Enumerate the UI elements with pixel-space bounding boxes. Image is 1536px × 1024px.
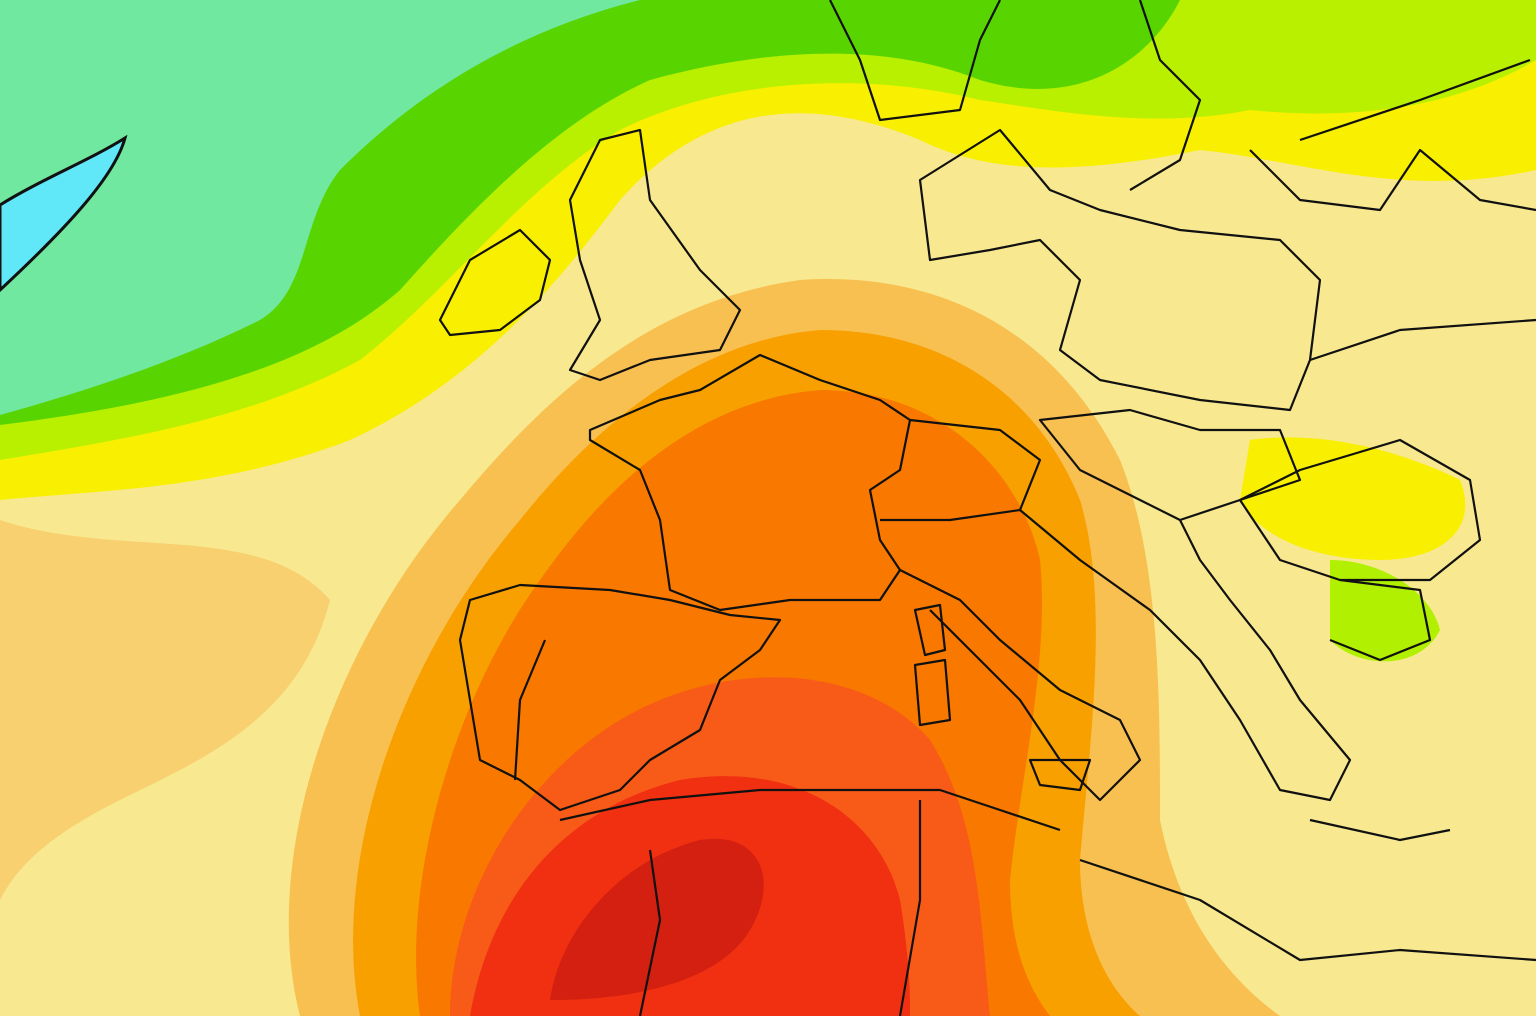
north-africa — [559, 788, 1536, 1017]
iberia — [458, 583, 782, 812]
italy — [899, 569, 1142, 802]
borders — [438, 0, 1536, 1017]
dark-red-field — [550, 838, 764, 1000]
scandinavia — [829, 0, 1202, 191]
france — [588, 353, 912, 612]
cold-pool — [0, 134, 128, 293]
danube-region — [1038, 408, 1302, 522]
central-europe — [918, 128, 1322, 412]
ireland — [438, 228, 552, 337]
light-orange-zone — [0, 520, 330, 900]
portugal-border — [513, 639, 547, 781]
balkans — [1019, 509, 1352, 802]
bottom-margin — [0, 1016, 1536, 1024]
yellow-green-zone-east — [1180, 0, 1536, 108]
sicily — [1028, 758, 1092, 792]
romania-bulgaria — [1238, 438, 1482, 662]
eastern-borders — [1249, 58, 1536, 362]
countries — [458, 353, 912, 812]
alps — [880, 418, 1042, 522]
corsica-sardinia — [913, 603, 952, 727]
yellow-green-patch — [1330, 560, 1440, 662]
teal-zone — [0, 0, 640, 415]
great-britain — [568, 128, 742, 382]
